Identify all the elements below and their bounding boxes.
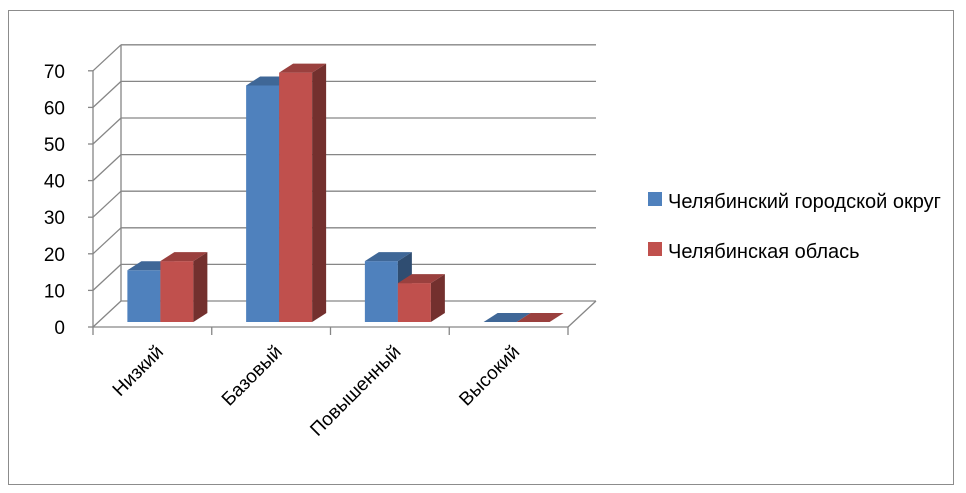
x-tick-label: Базовый [218, 342, 287, 411]
legend-item-series-2: Челябинская облась [648, 236, 948, 268]
y-tick-label: 0 [54, 318, 65, 339]
legend-swatch-series-2 [648, 242, 662, 256]
bar [279, 63, 327, 322]
gridline-depth [92, 117, 122, 145]
gridline-depth [92, 44, 122, 72]
bar [160, 252, 208, 322]
y-tick-label: 30 [44, 208, 65, 229]
floor-edge [567, 300, 597, 328]
y-tick-label: 20 [44, 245, 65, 266]
y-tick-label: 50 [44, 135, 65, 156]
bar [516, 313, 564, 323]
y-tick-label: 60 [44, 98, 65, 119]
axes [88, 44, 597, 335]
gridline-depth [92, 227, 122, 255]
x-tick-label: Высокий [455, 342, 524, 411]
gridline-depth [92, 80, 122, 108]
bar [397, 274, 445, 322]
gridline-depth [92, 190, 122, 218]
bars [127, 63, 564, 323]
y-tick-label: 10 [44, 281, 65, 302]
legend-item-series-1: Челябинский городской округ [648, 186, 948, 218]
gridline-depth [92, 154, 122, 182]
y-tick-label: 40 [44, 172, 65, 193]
x-tick-label: Низкий [109, 342, 168, 401]
chart-frame [8, 10, 954, 485]
legend: Челябинский городской округ Челябинская … [648, 186, 948, 286]
gridline-depth [92, 263, 122, 291]
y-tick-label: 70 [44, 62, 65, 83]
gridline-depth [92, 300, 122, 328]
x-tick-label: Повышенный [306, 342, 405, 441]
legend-swatch-series-1 [648, 192, 662, 206]
legend-label-series-1: Челябинский городской округ [668, 191, 941, 213]
legend-label-series-2: Челябинская облась [668, 241, 860, 263]
bar [483, 313, 531, 323]
